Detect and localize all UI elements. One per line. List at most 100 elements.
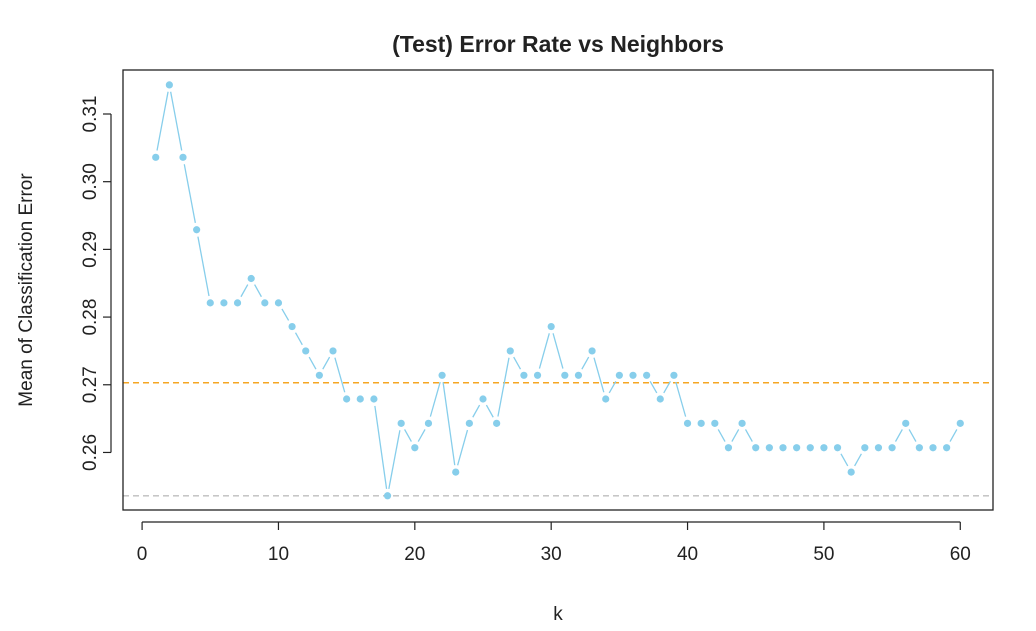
line-segment — [456, 429, 469, 466]
line-segment — [322, 356, 331, 370]
data-point — [411, 444, 419, 452]
data-point — [329, 347, 337, 355]
data-point — [588, 347, 596, 355]
line-segment — [374, 405, 388, 489]
x-axis-title: k — [553, 604, 563, 625]
data-point — [929, 444, 937, 452]
line-segment — [240, 284, 249, 298]
data-point — [165, 81, 173, 89]
data-point — [370, 395, 378, 403]
data-point — [383, 492, 392, 500]
line-segment — [513, 356, 522, 370]
data-point — [656, 395, 664, 403]
y-tick-label: 0.28 — [80, 299, 101, 336]
data-point — [533, 371, 542, 379]
data-point — [261, 299, 269, 307]
line-segment — [894, 429, 903, 442]
data-point — [233, 299, 242, 307]
data-point — [193, 226, 201, 234]
line-segment — [840, 453, 849, 467]
series-points — [152, 81, 964, 500]
x-tick-label: 20 — [404, 544, 425, 565]
y-tick-label: 0.27 — [80, 366, 101, 403]
data-point — [152, 153, 160, 161]
line-segment — [497, 357, 510, 417]
data-point — [206, 299, 214, 307]
data-point — [397, 419, 405, 427]
y-axis-title: Mean of Classification Error — [16, 173, 37, 407]
plot-frame — [122, 69, 994, 511]
line-segment — [675, 381, 687, 417]
data-point — [724, 444, 733, 452]
data-point — [602, 395, 610, 403]
data-point — [847, 468, 855, 476]
data-point — [220, 299, 228, 307]
data-point — [902, 419, 910, 427]
data-point — [302, 347, 310, 355]
data-point — [356, 395, 364, 403]
y-tick-label: 0.26 — [80, 434, 101, 471]
line-segment — [649, 381, 658, 394]
data-point — [765, 444, 773, 452]
data-point — [779, 444, 787, 452]
data-point — [670, 371, 678, 379]
line-segment — [485, 404, 494, 418]
reference-lines — [123, 382, 993, 497]
x-tick-label: 30 — [541, 544, 562, 565]
data-point — [615, 371, 623, 379]
data-point — [315, 371, 323, 379]
x-tick-label: 0 — [137, 544, 148, 565]
data-point — [465, 419, 473, 427]
x-axis: 0 10 20 30 40 50 60 — [137, 521, 971, 565]
line-segment — [717, 429, 726, 442]
line-segment — [854, 453, 862, 467]
data-point — [697, 419, 705, 427]
line-segment — [183, 164, 196, 223]
x-tick-label: 40 — [677, 544, 698, 565]
data-point — [506, 347, 514, 355]
data-point — [915, 444, 923, 452]
line-segment — [170, 91, 183, 151]
data-point — [643, 371, 651, 379]
data-point — [247, 274, 255, 283]
x-tick-label: 50 — [813, 544, 834, 565]
line-segment — [254, 284, 262, 298]
y-tick-label: 0.29 — [80, 231, 101, 268]
line-segment — [663, 381, 671, 394]
data-point — [806, 444, 814, 452]
line-segment — [156, 91, 169, 151]
data-point — [479, 395, 487, 403]
data-point — [874, 444, 883, 452]
line-segment — [294, 332, 303, 346]
data-point — [424, 419, 433, 427]
data-point — [738, 419, 746, 427]
line-segment — [197, 236, 210, 297]
line-segment — [593, 357, 605, 393]
y-tick-label: 0.31 — [80, 96, 101, 133]
x-tick-label: 10 — [268, 544, 289, 565]
data-point — [574, 371, 583, 379]
line-segment — [429, 381, 441, 417]
series-line-segments — [156, 91, 958, 490]
data-point — [179, 153, 187, 161]
data-point — [343, 395, 351, 403]
line-segment — [308, 356, 317, 370]
y-axis: 0.26 0.27 0.28 0.29 0.30 0.31 — [80, 96, 112, 471]
data-point — [438, 371, 446, 379]
data-point — [711, 419, 719, 427]
data-point — [629, 371, 637, 379]
line-segment — [404, 429, 412, 442]
data-point — [452, 468, 460, 476]
line-segment — [388, 430, 401, 490]
data-point — [547, 322, 555, 331]
line-segment — [581, 356, 590, 370]
line-segment — [608, 381, 617, 394]
line-segment — [552, 333, 564, 369]
x-tick-label: 60 — [950, 544, 971, 565]
data-point — [288, 322, 296, 331]
line-segment — [417, 429, 426, 442]
data-point — [683, 419, 692, 427]
data-point — [833, 444, 842, 452]
data-point — [752, 444, 760, 452]
